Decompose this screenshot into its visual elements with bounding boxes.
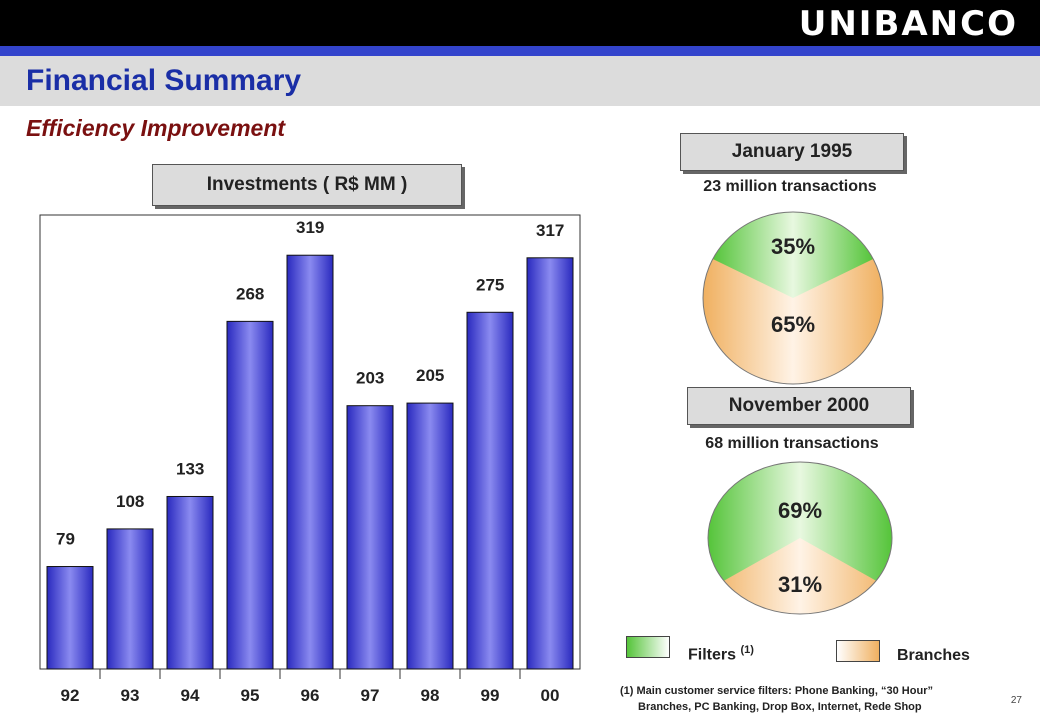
bar-94 [166,495,214,670]
bar-value-label-93: 108 [116,492,144,511]
pie2-header: November 2000 [728,395,870,416]
header-bar [0,0,1040,46]
x-tick-label-97: 97 [361,686,380,705]
footnote-line-2: Branches, PC Banking, Drop Box, Internet… [638,701,922,713]
bar-92 [46,566,94,670]
x-tick-label-94: 94 [181,686,200,705]
pie2-header-box: November 2000 [687,387,911,425]
page-subtitle: Efficiency Improvement [26,115,286,141]
pie1-header-box: January 1995 [680,133,904,171]
pie1-caption: 23 million transactions [703,178,877,195]
unibanco-logo: UNIBANCO [798,4,1018,44]
bar-00 [526,257,574,670]
bar-value-label-92: 79 [56,530,75,549]
bar-value-label-96: 319 [296,218,324,237]
pie2-filters-slice [708,462,892,581]
filters-swatch [626,636,670,658]
pie1-filters-label: 35% [771,234,815,259]
x-tick-label-00: 00 [541,686,560,705]
bar-95 [226,320,274,670]
bar-value-label-98: 205 [416,366,444,385]
bar-value-label-97: 203 [356,369,384,388]
pie2-filters-label: 69% [778,498,822,523]
page-number: 27 [1010,695,1022,706]
x-tick-label-98: 98 [421,686,440,705]
bar-97 [346,405,394,670]
accent-band [0,46,1040,56]
branches-swatch [836,640,880,662]
chart-title-box: Investments ( R$ MM ) [152,164,462,206]
january-1995-pie: 35% 65% [702,211,884,385]
bar-99 [466,311,514,670]
footnote-line-1: (1) Main customer service filters: Phone… [620,685,933,697]
pie2-caption: 68 million transactions [705,435,879,452]
x-tick-label-95: 95 [241,686,260,705]
pie1-header: January 1995 [731,141,853,162]
pie1-outline [702,211,884,385]
investments-bar-chart: 79 108 133 268 319 203 205 275 317 92 93 94 95 96 97 9… [39,214,581,705]
bar-93 [106,528,154,670]
pie2-branches-label: 31% [778,572,822,597]
pie1-filters-slice [712,212,874,298]
bar-value-label-95: 268 [236,284,264,303]
bar-98 [406,402,454,670]
bar-value-label-00: 317 [536,221,564,240]
x-tick-label-92: 92 [61,686,80,705]
page-title: Financial Summary [26,64,302,97]
filters-legend-label: Filters (1) [688,644,754,664]
title-bar [0,56,1040,106]
november-2000-pie: 69% 31% [707,461,893,615]
chart-title: Investments ( R$ MM ) [206,174,408,195]
filters-footnote-ref: (1) [740,644,754,656]
x-tick-label-99: 99 [481,686,500,705]
x-tick-label-96: 96 [301,686,320,705]
footnote: (1) Main customer service filters: Phone… [620,683,1010,715]
branches-legend-label: Branches [897,647,970,664]
x-tick-label-93: 93 [121,686,140,705]
bar-96 [286,254,334,670]
bar-value-label-99: 275 [476,275,504,294]
pie2-outline [707,461,893,615]
bar-value-label-94: 133 [176,459,204,478]
pie1-branches-label: 65% [771,312,815,337]
